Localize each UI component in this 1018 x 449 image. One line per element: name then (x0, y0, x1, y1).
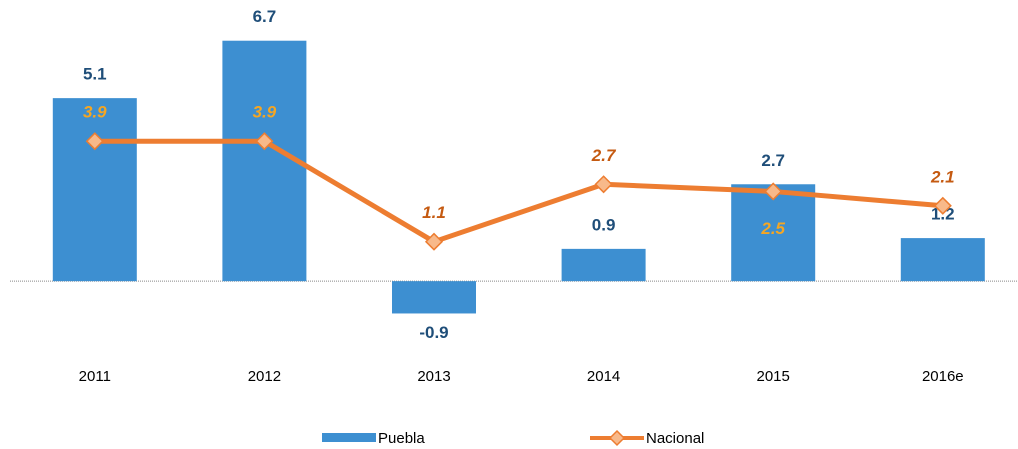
line-marker (424, 232, 444, 251)
bar (52, 98, 137, 282)
x-tick-label: 2015 (757, 368, 790, 385)
bar-value-label: 0.9 (592, 215, 616, 234)
x-tick-label: 2012 (248, 368, 281, 385)
bar (392, 281, 476, 314)
bar-value-label: -0.9 (419, 323, 448, 342)
bar-value-label: 5.1 (83, 65, 107, 84)
bar-value-label: 6.7 (253, 7, 277, 26)
x-tick-label: 2011 (79, 368, 111, 385)
legend-label: Puebla (378, 430, 425, 447)
line-marker (594, 175, 613, 194)
x-tick-label: 2016e (922, 368, 964, 385)
line-value-label: 3.9 (253, 103, 277, 122)
bar-value-label: 2.7 (761, 151, 785, 170)
legend-marker (608, 429, 626, 447)
line-value-label: 2.7 (591, 146, 617, 165)
line-marker (85, 132, 104, 151)
line-value-label: 1.1 (422, 203, 446, 222)
bar (222, 40, 307, 282)
line-value-label: 2.5 (760, 219, 785, 238)
line-marker (933, 196, 952, 215)
bar (900, 238, 985, 282)
bar (561, 248, 646, 282)
line-marker (764, 182, 783, 201)
line-value-label: 3.9 (83, 103, 107, 122)
legend-swatch (322, 433, 376, 442)
x-tick-label: 2014 (587, 368, 620, 385)
legend-label: Nacional (646, 430, 704, 447)
line (94, 138, 944, 245)
x-tick-label: 2013 (417, 368, 450, 385)
line-marker (255, 132, 274, 151)
line-value-label: 2.1 (930, 167, 955, 186)
